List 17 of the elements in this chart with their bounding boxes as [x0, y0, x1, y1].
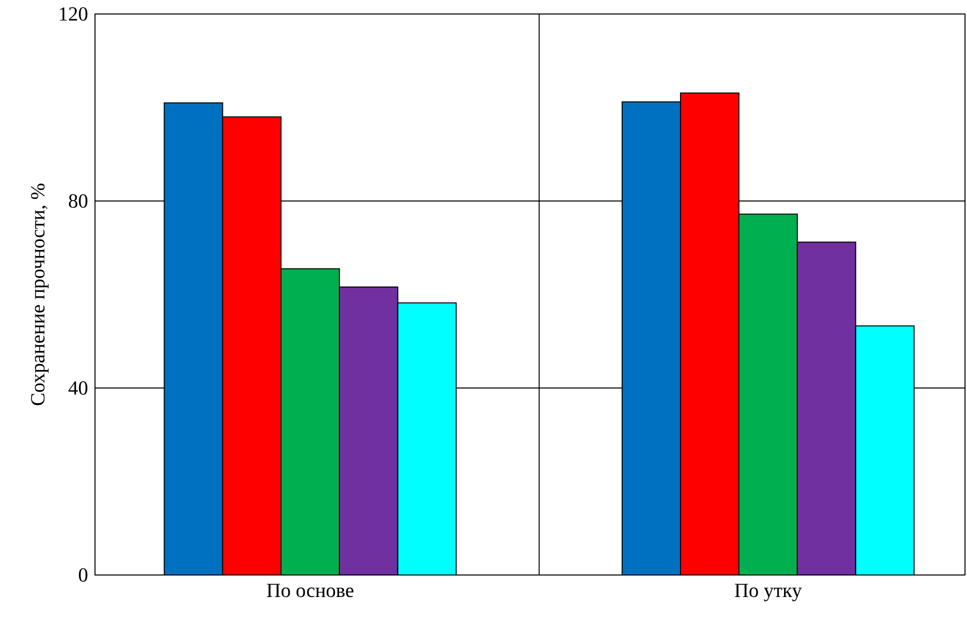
- bar: [796, 242, 856, 575]
- bar: [855, 325, 915, 575]
- y-tick-label: 80: [68, 194, 88, 208]
- bar: [622, 101, 682, 575]
- bar: [738, 214, 798, 575]
- bar: [338, 286, 398, 575]
- y-tick-label: 40: [68, 381, 88, 395]
- y-axis-title: Сохранение прочности, %: [31, 184, 49, 406]
- bar: [280, 268, 340, 575]
- bar: [164, 102, 224, 575]
- bar: [222, 116, 282, 575]
- x-tick-label: По утку: [734, 584, 802, 602]
- bar: [397, 302, 457, 575]
- y-tick-label: 0: [78, 568, 88, 582]
- y-tick-label: 120: [60, 7, 88, 21]
- x-tick-label: По основе: [266, 584, 354, 598]
- bar: [680, 92, 740, 575]
